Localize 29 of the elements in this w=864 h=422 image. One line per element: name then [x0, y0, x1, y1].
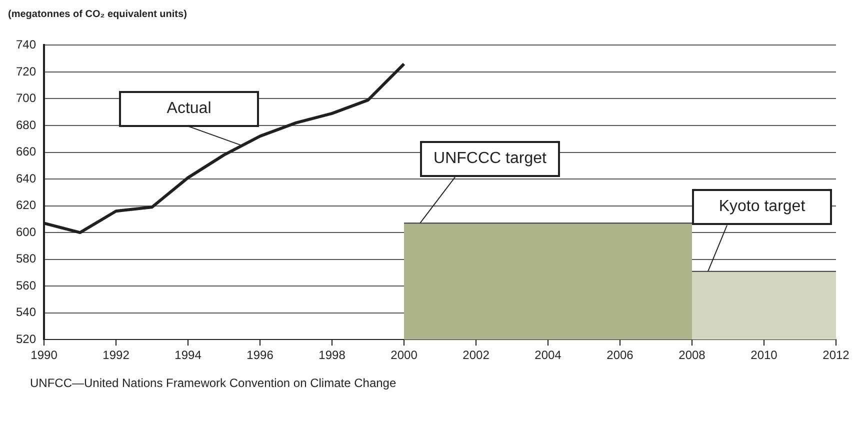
x-tick-label: 1994 [174, 348, 202, 362]
x-tick-label: 2008 [678, 348, 706, 362]
y-tick-label: 560 [16, 278, 36, 292]
x-tick-label: 2010 [750, 348, 778, 362]
x-tick-label: 1998 [318, 348, 346, 362]
x-tick-label: 2006 [606, 348, 634, 362]
x-tick-label: 2004 [534, 348, 562, 362]
text: UNFCC—United Nations Framework Convention on Climate Change [30, 376, 398, 390]
y-tick-label: 580 [16, 252, 36, 266]
y-tick-label: 700 [16, 91, 36, 106]
x-tick-label: 2002 [462, 348, 490, 362]
callout-box: Kyoto target [692, 189, 832, 226]
callout-box: Actual [119, 90, 260, 127]
y-tick-label: 720 [16, 64, 36, 78]
x-tick-label: 2012 [822, 348, 850, 362]
y-tick-label: 540 [16, 305, 36, 320]
y-tick-label: 520 [16, 332, 36, 346]
y-tick-label: 680 [16, 118, 36, 132]
chart-title: (megatonnes of CO₂ equivalent units) [8, 8, 188, 22]
y-tick-label: 600 [16, 224, 36, 239]
y-tick-label: 660 [16, 144, 36, 159]
x-tick-label: 1996 [246, 348, 274, 362]
callout-box: UNFCCC target [420, 141, 560, 178]
y-tick-label: 620 [16, 198, 36, 212]
y-tick-label: 640 [16, 171, 36, 186]
x-tick-label: 1990 [30, 348, 58, 362]
x-tick-label: 1992 [102, 348, 130, 362]
y-tick-label: 740 [16, 38, 36, 52]
x-tick-label: 2000 [390, 348, 418, 362]
